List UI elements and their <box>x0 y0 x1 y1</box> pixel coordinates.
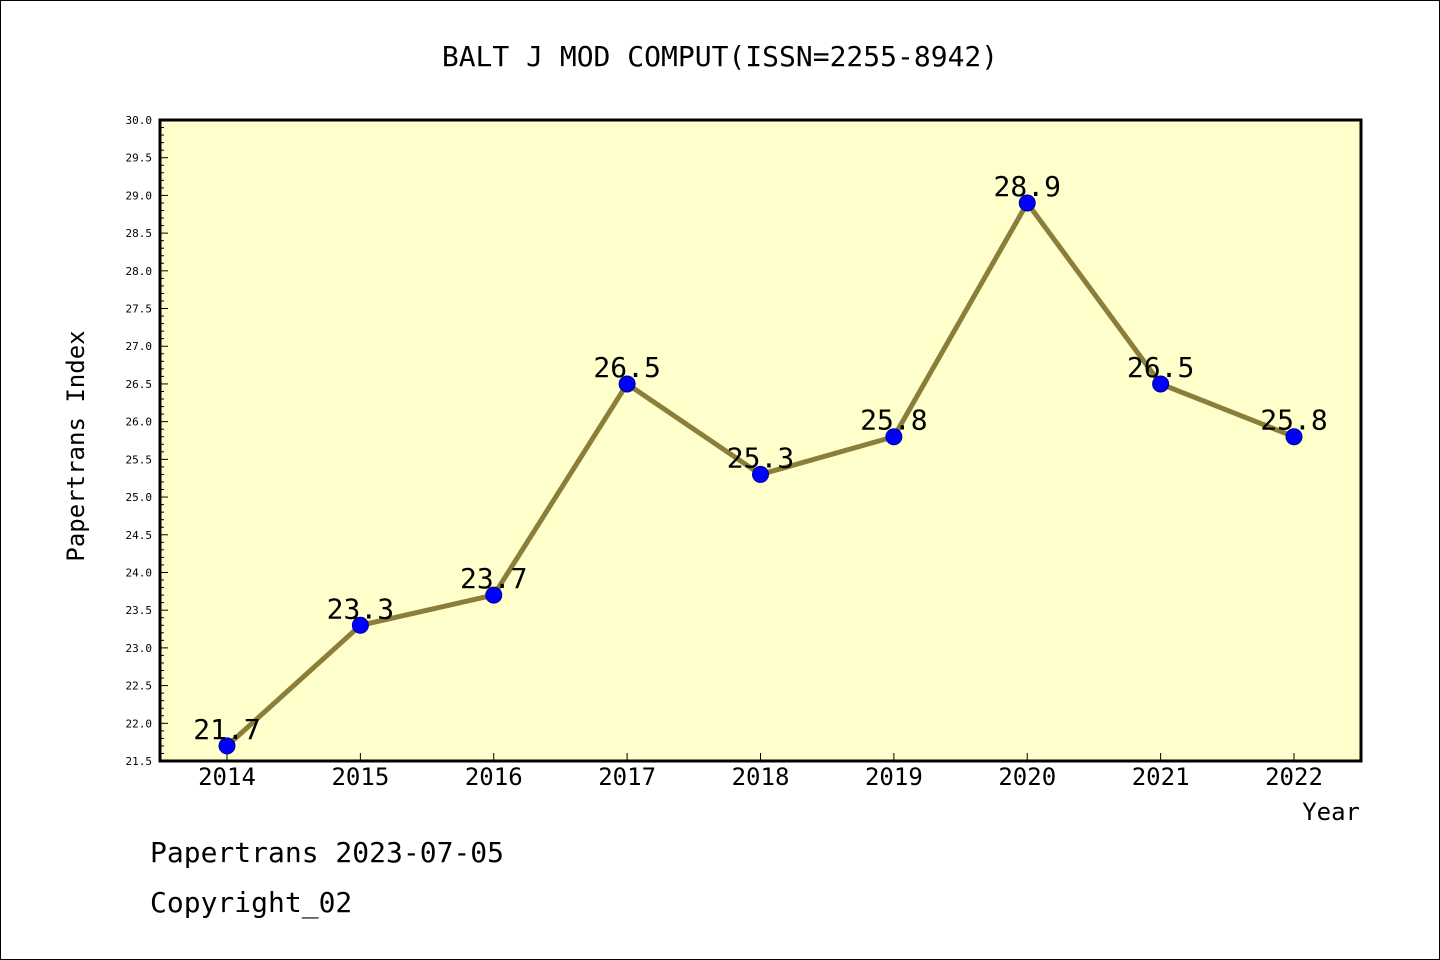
y-tick-label: 26.5 <box>126 378 153 391</box>
y-tick-label: 23.0 <box>126 642 153 655</box>
data-point <box>485 586 503 604</box>
x-tick-label: 2018 <box>732 763 790 791</box>
x-axis: 2014 2015 2016 2017 2018 2019 2020 2021 2022 <box>198 753 1323 791</box>
y-tick-label: 26.0 <box>126 416 153 429</box>
x-tick-label: 2021 <box>1132 763 1190 791</box>
y-tick-label: 24.0 <box>126 566 153 579</box>
y-tick-label: 30.0 <box>126 114 153 127</box>
y-tick-label: 24.5 <box>126 529 153 542</box>
data-label: 28.9 <box>994 170 1061 203</box>
data-point <box>885 428 903 446</box>
y-tick-label: 29.5 <box>126 152 153 165</box>
data-label: 25.8 <box>1260 404 1327 437</box>
data-point <box>618 375 636 393</box>
data-label: 26.5 <box>1127 351 1194 384</box>
plot-area <box>158 118 1363 763</box>
x-tick-label: 2015 <box>331 763 389 791</box>
data-point <box>752 465 769 483</box>
y-tick-label: 25.5 <box>126 453 153 466</box>
data-point <box>1018 194 1036 212</box>
y-tick-label: 23.5 <box>126 604 153 617</box>
data-point <box>351 616 369 634</box>
y-axis-label: Papertrans Index <box>62 330 90 561</box>
x-tick-label: 2014 <box>198 763 256 791</box>
y-tick-label: 28.5 <box>126 227 153 240</box>
data-label: 23.7 <box>460 562 527 595</box>
y-tick-label: 28.0 <box>126 265 153 278</box>
x-tick-label: 2019 <box>865 763 923 791</box>
y-tick-label: 25.0 <box>126 491 153 504</box>
data-markers <box>218 194 1303 755</box>
y-tick-label: 21.5 <box>126 755 153 768</box>
data-label: 25.8 <box>860 404 927 437</box>
data-point <box>1285 428 1303 446</box>
data-label: 26.5 <box>593 351 660 384</box>
footer-date: Papertrans 2023-07-05 <box>150 836 505 869</box>
y-tick-label: 27.0 <box>126 340 153 353</box>
y-tick-label: 27.5 <box>126 303 153 316</box>
footer-copyright: Copyright_02 <box>150 886 353 919</box>
data-point <box>1152 375 1170 393</box>
x-tick-label: 2016 <box>465 763 523 791</box>
data-point <box>218 737 236 755</box>
data-labels: 21.7 23.3 23.7 26.5 25.3 25.8 28.9 26.5 25.8 <box>193 170 1327 746</box>
y-tick-label: 22.0 <box>126 717 153 730</box>
x-tick-label: 2017 <box>598 763 656 791</box>
x-tick-label: 2022 <box>1265 763 1323 791</box>
data-label: 25.3 <box>727 441 794 474</box>
x-axis-label: Year <box>1302 798 1360 826</box>
data-label: 21.7 <box>193 713 260 746</box>
chart-title: BALT J MOD COMPUT(ISSN=2255-8942) <box>442 40 998 73</box>
y-axis: 21.5 22.0 22.5 23.0 23.5 24.0 24.5 25.0 25.5 26.0… <box>126 114 168 768</box>
data-label: 23.3 <box>327 592 394 625</box>
y-tick-label: 22.5 <box>126 680 153 693</box>
x-tick-label: 2020 <box>998 763 1056 791</box>
y-tick-label: 29.0 <box>126 189 153 202</box>
